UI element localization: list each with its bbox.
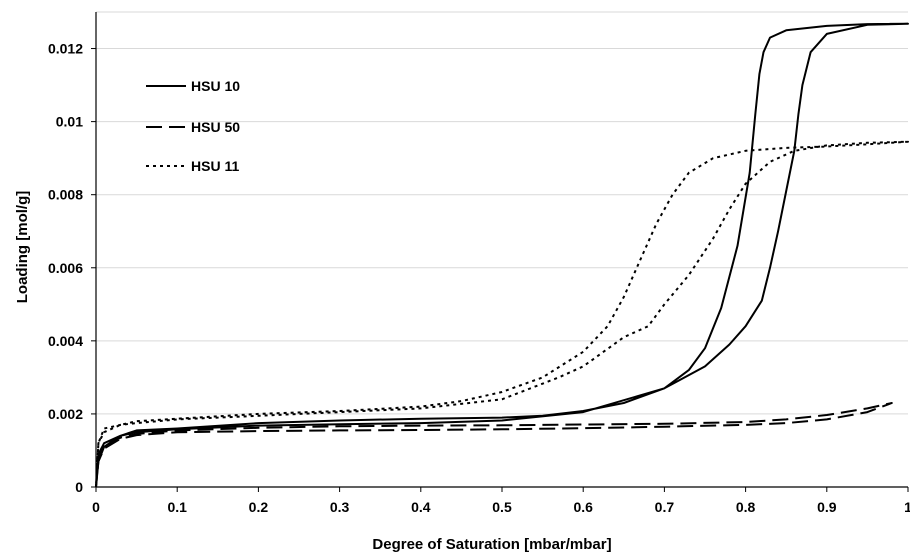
x-tick-label: 0.7 (655, 499, 675, 515)
y-tick-label: 0.004 (48, 333, 83, 349)
legend-label: HSU 11 (191, 158, 239, 174)
x-tick-label: 0.5 (492, 499, 512, 515)
legend: HSU 10 HSU 50 HSU 11 (146, 78, 240, 174)
series-line-hsu-50 (95, 402, 893, 488)
x-tick-label: 0 (92, 499, 100, 515)
y-tick-label: 0.008 (48, 187, 83, 203)
grid (96, 11, 908, 415)
x-axis-label: Degree of Saturation [mbar/mbar] (372, 536, 611, 553)
y-tick-label: 0.006 (48, 260, 83, 276)
x-tick-label: 0.1 (167, 499, 187, 515)
x-tick-label: 0.6 (573, 499, 593, 515)
x-tick-label: 0.8 (736, 499, 756, 515)
y-axis-label: Loading [mol/g] (14, 191, 31, 303)
series-lines (95, 22, 909, 488)
x-tick-label: 0.3 (330, 499, 350, 515)
series-line-hsu-10 (95, 22, 909, 488)
x-tick-label: 0.9 (817, 499, 837, 515)
y-tick-label: 0.012 (48, 41, 83, 57)
legend-label: HSU 10 (191, 78, 240, 94)
x-tick-label: 1 (904, 499, 910, 515)
y-tick-label: 0.01 (56, 114, 83, 130)
x-ticks: 0 0.1 0.2 0.3 0.4 0.5 0.6 0.7 0.8 0.9 1 (92, 487, 910, 515)
y-tick-label: 0 (75, 479, 83, 495)
x-tick-label: 0.2 (249, 499, 269, 515)
series-line-hsu-11 (95, 140, 909, 488)
x-tick-label: 0.4 (411, 499, 431, 515)
y-tick-label: 0.002 (48, 406, 83, 422)
y-ticks: 0 0.002 0.004 0.006 0.008 0.01 0.012 (48, 41, 96, 495)
legend-label: HSU 50 (191, 119, 240, 135)
